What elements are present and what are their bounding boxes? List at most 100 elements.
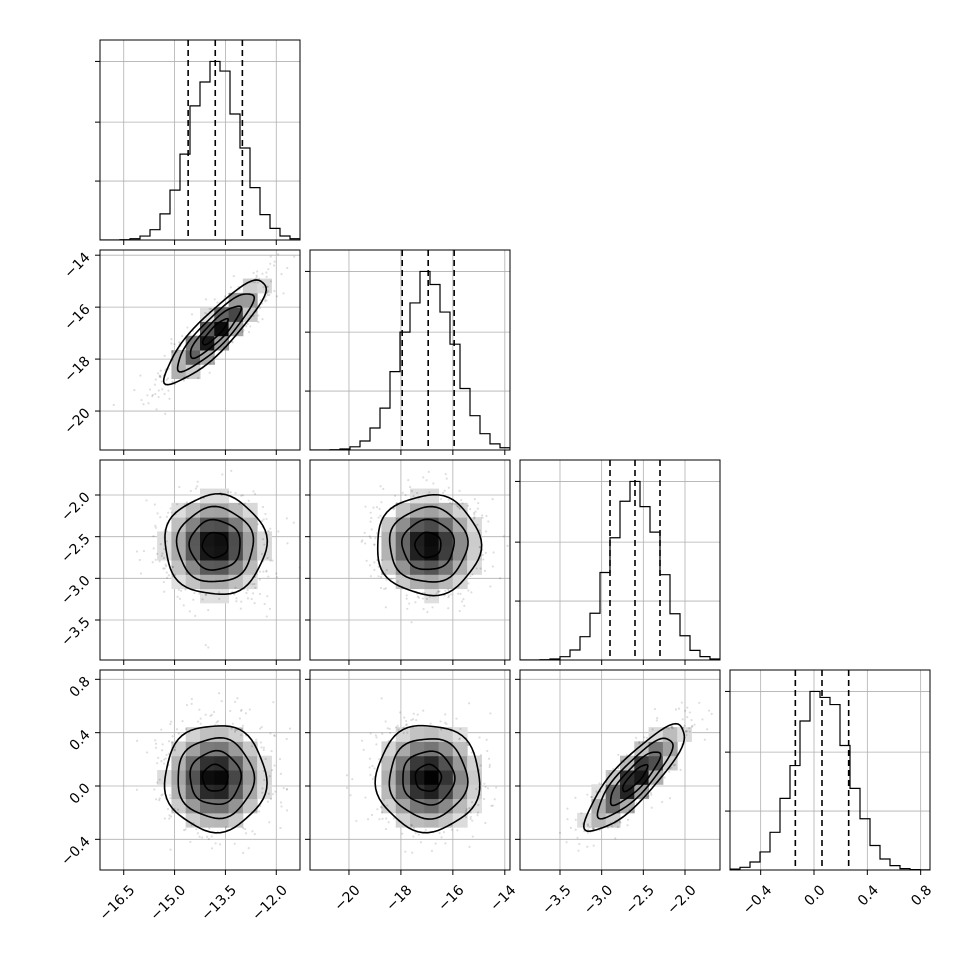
sample-point bbox=[269, 255, 272, 258]
sample-point bbox=[262, 570, 265, 573]
y-tick-label: −3.5 bbox=[58, 614, 93, 649]
density-cell bbox=[214, 755, 230, 771]
sample-point bbox=[232, 274, 235, 278]
sample-point bbox=[377, 575, 380, 578]
sample-point bbox=[458, 609, 461, 613]
sample-point bbox=[401, 832, 404, 835]
density-cell bbox=[214, 560, 230, 575]
density-cell bbox=[410, 755, 425, 771]
sample-point bbox=[410, 719, 413, 722]
density-cell bbox=[424, 741, 440, 757]
sample-point bbox=[154, 378, 157, 381]
sample-point bbox=[588, 826, 591, 829]
sample-point bbox=[407, 478, 410, 482]
sample-point bbox=[380, 501, 383, 504]
sample-point bbox=[632, 810, 635, 813]
sample-point bbox=[405, 597, 408, 600]
x-tick-label: 0.0 bbox=[802, 882, 829, 909]
sample-point bbox=[273, 289, 276, 293]
panel-frame bbox=[729, 669, 931, 871]
density-cell bbox=[452, 531, 468, 547]
sample-point bbox=[478, 736, 481, 739]
sample-point bbox=[271, 768, 274, 772]
sample-point bbox=[436, 590, 439, 593]
sample-point bbox=[253, 602, 256, 605]
sample-point bbox=[368, 564, 372, 567]
sample-point bbox=[365, 559, 368, 562]
sample-point bbox=[438, 832, 441, 835]
density-cell bbox=[410, 545, 425, 561]
histogram-0 bbox=[100, 60, 300, 240]
sample-point bbox=[616, 826, 619, 829]
sample-point bbox=[112, 403, 115, 407]
sample-point bbox=[472, 517, 476, 520]
sample-point bbox=[626, 818, 630, 821]
sample-point bbox=[164, 757, 167, 760]
sample-point bbox=[661, 800, 664, 804]
contour-0 bbox=[414, 531, 442, 559]
sample-point bbox=[431, 606, 434, 609]
sample-point bbox=[410, 621, 413, 624]
sample-point bbox=[273, 734, 276, 738]
sample-point bbox=[262, 746, 265, 749]
sample-point bbox=[154, 746, 158, 749]
sample-point bbox=[443, 489, 446, 492]
sample-point bbox=[479, 567, 482, 570]
density-cell bbox=[438, 784, 454, 800]
sample-point bbox=[170, 815, 173, 818]
sample-point bbox=[444, 721, 447, 724]
sample-point bbox=[458, 507, 462, 510]
sample-point bbox=[161, 749, 164, 752]
sample-point bbox=[135, 788, 138, 791]
sample-point bbox=[703, 738, 706, 741]
sample-point bbox=[233, 700, 237, 704]
density-cell bbox=[634, 755, 650, 771]
sample-point bbox=[241, 727, 244, 731]
sample-point bbox=[578, 842, 581, 846]
density-cell bbox=[467, 755, 482, 771]
sample-point bbox=[574, 796, 577, 799]
sample-point bbox=[483, 797, 486, 801]
sample-point bbox=[625, 754, 629, 757]
sample-point bbox=[218, 591, 221, 594]
sample-point bbox=[672, 764, 675, 767]
sample-point bbox=[256, 523, 260, 526]
sample-point bbox=[638, 740, 641, 743]
sample-point bbox=[213, 362, 216, 365]
sample-point bbox=[663, 776, 666, 779]
sample-point bbox=[383, 587, 386, 591]
sample-point bbox=[161, 743, 164, 746]
contour-1 bbox=[609, 751, 662, 807]
density-cell bbox=[395, 517, 411, 532]
sample-point bbox=[242, 851, 245, 854]
sample-point bbox=[379, 586, 383, 590]
sample-point bbox=[165, 564, 168, 568]
sample-point bbox=[610, 825, 613, 828]
density-body bbox=[135, 692, 300, 854]
sample-point bbox=[574, 818, 577, 821]
sample-point bbox=[255, 738, 258, 741]
sample-point bbox=[375, 736, 378, 739]
sample-point bbox=[171, 380, 174, 383]
density-cell bbox=[242, 517, 258, 532]
density-cell bbox=[424, 770, 440, 785]
sample-point bbox=[469, 574, 472, 578]
sample-point bbox=[385, 568, 388, 572]
sample-point bbox=[189, 489, 192, 493]
sample-point bbox=[274, 790, 277, 793]
sample-point bbox=[171, 565, 174, 569]
sample-point bbox=[156, 372, 160, 375]
sample-point bbox=[194, 614, 197, 617]
density-cell bbox=[214, 488, 230, 504]
sample-point bbox=[444, 589, 447, 592]
sample-point bbox=[201, 836, 204, 839]
sample-point bbox=[163, 354, 166, 357]
y-tick-label: −2.0 bbox=[58, 489, 93, 524]
sample-point bbox=[454, 502, 457, 506]
sample-point bbox=[370, 528, 373, 531]
x-tick-label: −18 bbox=[383, 882, 415, 914]
sample-point bbox=[241, 494, 244, 497]
sample-point bbox=[590, 795, 593, 799]
x-tick-label: −2.5 bbox=[623, 882, 658, 917]
sample-point bbox=[170, 720, 173, 723]
